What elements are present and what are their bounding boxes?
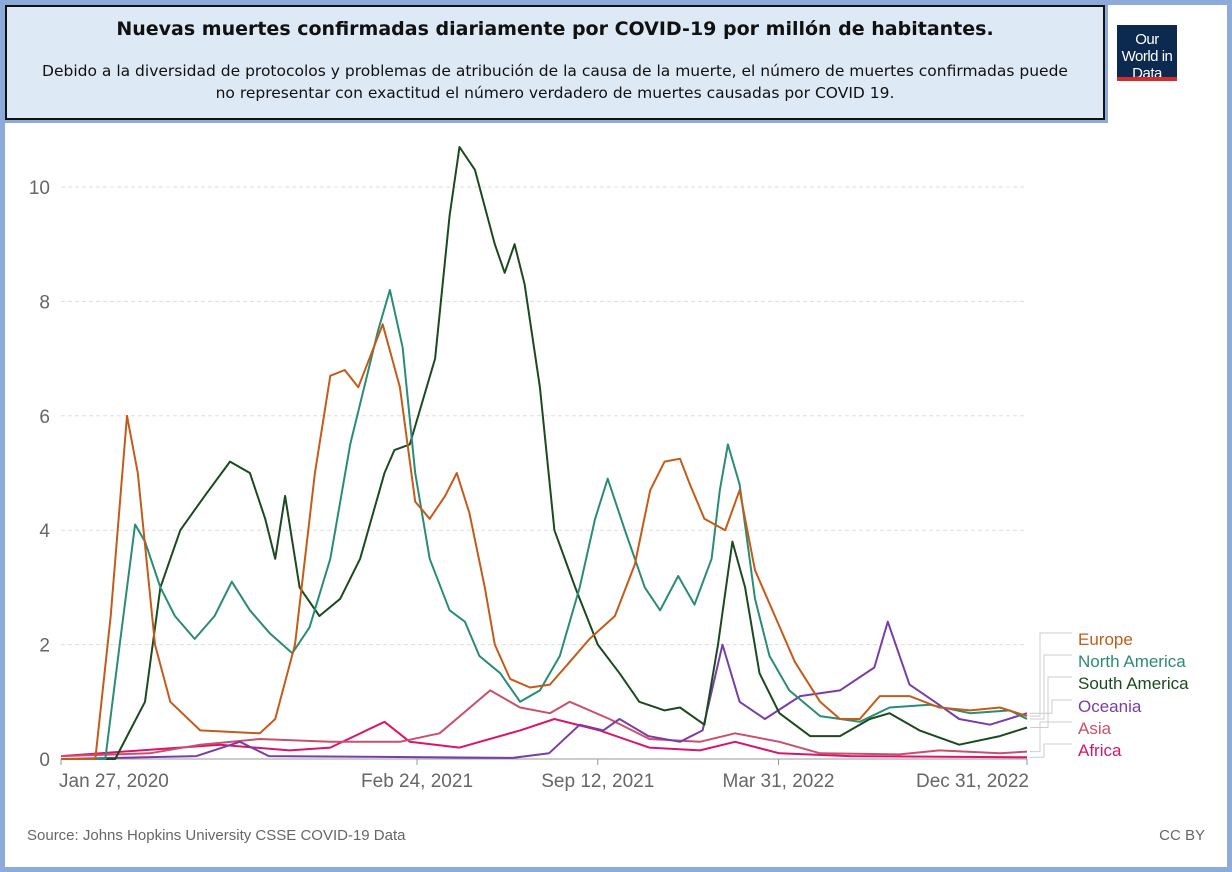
x-tick-label: Sep 12, 2021 bbox=[541, 771, 654, 792]
legend-label-asia[interactable]: Asia bbox=[1078, 719, 1112, 738]
legend-connector bbox=[1030, 654, 1072, 720]
series-line-africa bbox=[60, 718, 1028, 759]
chart-title: Nuevas muertes confirmadas diariamente p… bbox=[116, 18, 994, 40]
series-line-south-america bbox=[61, 146, 1028, 760]
license-link[interactable]: CC BY bbox=[1159, 827, 1205, 844]
legend-label-south-america[interactable]: South America bbox=[1078, 674, 1189, 693]
legend-connector bbox=[1030, 632, 1072, 717]
chart-header: Nuevas muertes confirmadas diariamente p… bbox=[5, 5, 1108, 123]
legend-label-north-america[interactable]: North America bbox=[1078, 652, 1186, 671]
legend-connector bbox=[1030, 743, 1072, 758]
series-line-europe bbox=[61, 323, 1028, 760]
legend-connector bbox=[1030, 721, 1072, 753]
x-tick-label: Mar 31, 2022 bbox=[723, 771, 835, 792]
x-tick-label: Feb 24, 2021 bbox=[361, 771, 473, 792]
series-line-oceania bbox=[60, 620, 1028, 760]
y-tick-label: 10 bbox=[29, 178, 50, 199]
y-tick-label: 4 bbox=[39, 521, 50, 542]
series-line-north-america bbox=[61, 289, 1028, 760]
legend-label-africa[interactable]: Africa bbox=[1078, 741, 1122, 760]
y-tick-label: 2 bbox=[39, 636, 50, 657]
legend-connector bbox=[1030, 699, 1072, 714]
chart-subtitle: Debido a la diversidad de protocolos y p… bbox=[42, 62, 1068, 102]
legend-label-oceania[interactable]: Oceania bbox=[1078, 697, 1142, 716]
source-note: Source: Johns Hopkins University CSSE CO… bbox=[27, 827, 406, 844]
x-tick-label: Dec 31, 2022 bbox=[916, 771, 1029, 792]
y-tick-label: 0 bbox=[39, 750, 50, 771]
owid-logo[interactable]: Our World in Data bbox=[1117, 25, 1177, 82]
legend-connector bbox=[1030, 676, 1072, 728]
legend-label-europe[interactable]: Europe bbox=[1078, 630, 1133, 649]
x-tick-label: Jan 27, 2020 bbox=[59, 771, 169, 792]
y-tick-label: 6 bbox=[39, 407, 50, 428]
series-line-asia bbox=[60, 689, 1028, 758]
y-tick-label: 8 bbox=[39, 292, 50, 313]
